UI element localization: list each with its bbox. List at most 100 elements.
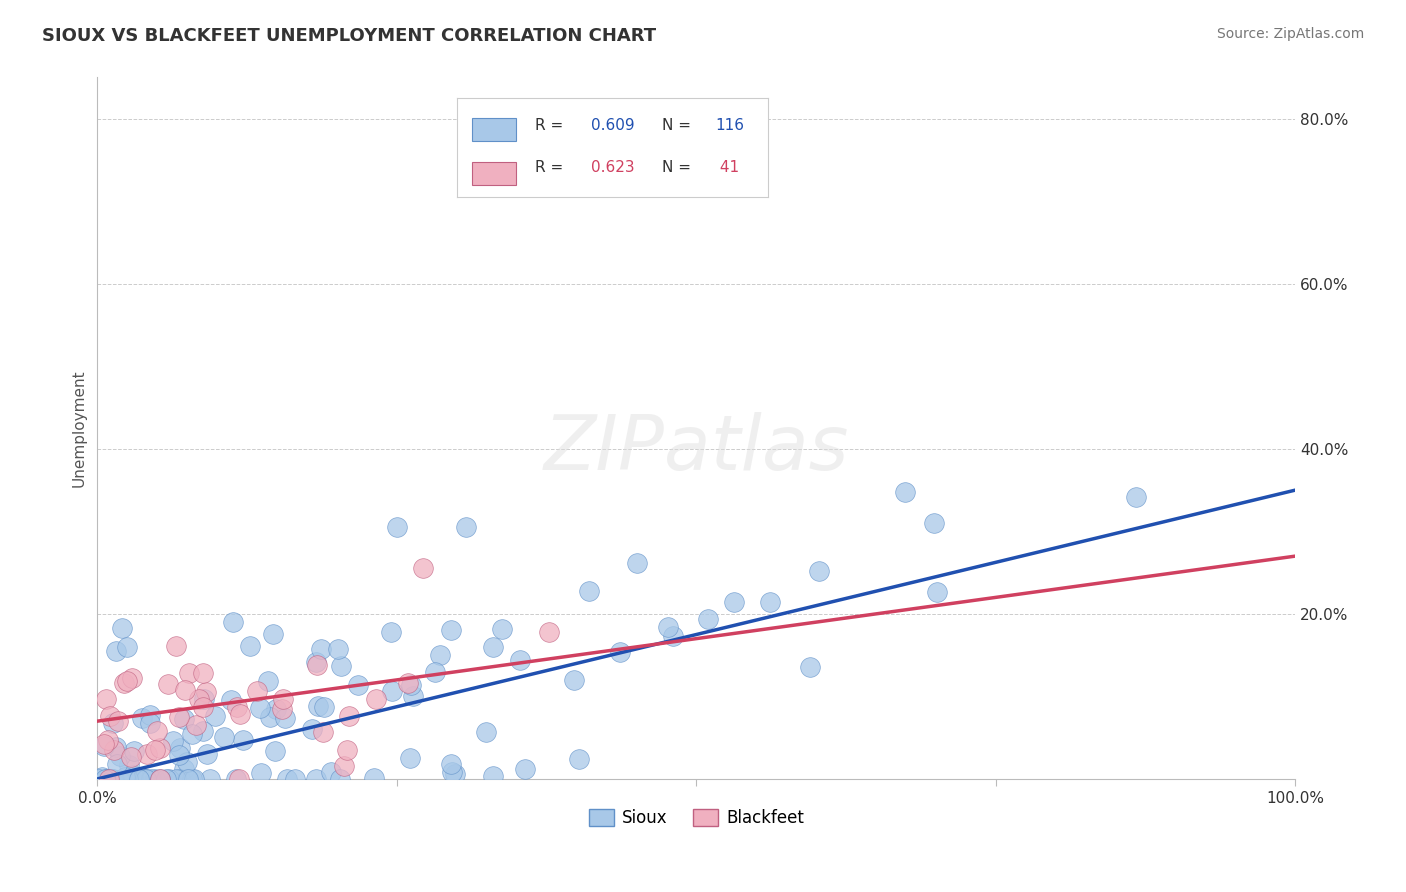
Point <box>105 757 128 772</box>
Point <box>474 725 496 739</box>
Point <box>228 772 250 786</box>
Point <box>107 714 129 728</box>
Point <box>444 767 467 781</box>
Point <box>482 640 505 654</box>
Point <box>626 556 648 570</box>
Point <box>439 757 461 772</box>
Point <box>925 585 948 599</box>
Point <box>222 615 245 629</box>
Point <box>139 715 162 730</box>
Point <box>402 690 425 704</box>
Point <box>149 772 172 786</box>
Point <box>578 583 600 598</box>
Point <box>385 520 408 534</box>
Point <box>219 692 242 706</box>
Point <box>198 772 221 786</box>
Point <box>276 772 298 786</box>
Point <box>305 655 328 669</box>
Point <box>509 653 531 667</box>
Point <box>97 772 120 786</box>
Point <box>346 678 368 692</box>
Point <box>697 612 720 626</box>
Point <box>177 772 200 786</box>
Point <box>155 772 177 786</box>
Point <box>93 739 115 754</box>
Point <box>381 683 404 698</box>
Point <box>239 639 262 653</box>
Legend: Sioux, Blackfeet: Sioux, Blackfeet <box>582 802 811 834</box>
Point <box>246 684 269 698</box>
Point <box>173 762 195 776</box>
Point <box>661 629 683 643</box>
Point <box>307 699 329 714</box>
Point <box>115 640 138 654</box>
Point <box>143 742 166 756</box>
Point <box>180 727 202 741</box>
Point <box>271 692 294 706</box>
Point <box>440 765 463 780</box>
Point <box>249 700 271 714</box>
Point <box>104 644 127 658</box>
Point <box>321 765 343 780</box>
Point <box>165 772 187 786</box>
Point <box>135 772 157 786</box>
Point <box>329 658 352 673</box>
Point <box>454 520 477 534</box>
Point <box>758 595 780 609</box>
Point <box>162 734 184 748</box>
Point <box>179 665 201 680</box>
Point <box>799 660 821 674</box>
Point <box>311 642 333 657</box>
Point <box>284 772 307 786</box>
Point <box>568 752 591 766</box>
Point <box>262 627 284 641</box>
Point <box>135 772 157 786</box>
Point <box>117 757 139 772</box>
Point <box>174 682 197 697</box>
Point <box>91 771 114 785</box>
Point <box>363 771 385 785</box>
Point <box>127 772 149 786</box>
Point <box>924 516 946 531</box>
Point <box>423 665 446 679</box>
Point <box>263 744 285 758</box>
Point <box>301 723 323 737</box>
Point <box>396 676 419 690</box>
Text: SIOUX VS BLACKFEET UNEMPLOYMENT CORRELATION CHART: SIOUX VS BLACKFEET UNEMPLOYMENT CORRELAT… <box>42 27 657 45</box>
Text: ZIPatlas: ZIPatlas <box>544 412 849 486</box>
Point <box>96 692 118 706</box>
Point <box>94 772 117 786</box>
Point <box>314 700 336 714</box>
Point <box>115 674 138 689</box>
Point <box>259 710 281 724</box>
Point <box>482 769 505 783</box>
Point <box>184 718 207 732</box>
Point <box>121 672 143 686</box>
Point <box>104 740 127 755</box>
Point <box>183 772 205 786</box>
Point <box>143 772 166 786</box>
Point <box>412 561 434 575</box>
Point <box>103 715 125 730</box>
Point <box>337 708 360 723</box>
Point <box>87 772 110 786</box>
Point <box>157 772 180 786</box>
Point <box>723 595 745 609</box>
Point <box>305 772 328 786</box>
Point <box>380 624 402 639</box>
Point <box>312 724 335 739</box>
Point <box>97 772 120 786</box>
Point <box>515 762 537 776</box>
Point <box>169 772 191 786</box>
Point <box>264 702 287 716</box>
Point <box>226 699 249 714</box>
Point <box>609 645 631 659</box>
Point <box>127 772 149 786</box>
Point <box>195 747 218 762</box>
Point <box>145 723 167 738</box>
Text: Source: ZipAtlas.com: Source: ZipAtlas.com <box>1216 27 1364 41</box>
Point <box>117 772 139 786</box>
Point <box>93 738 115 752</box>
Point <box>148 772 170 786</box>
Point <box>250 765 273 780</box>
